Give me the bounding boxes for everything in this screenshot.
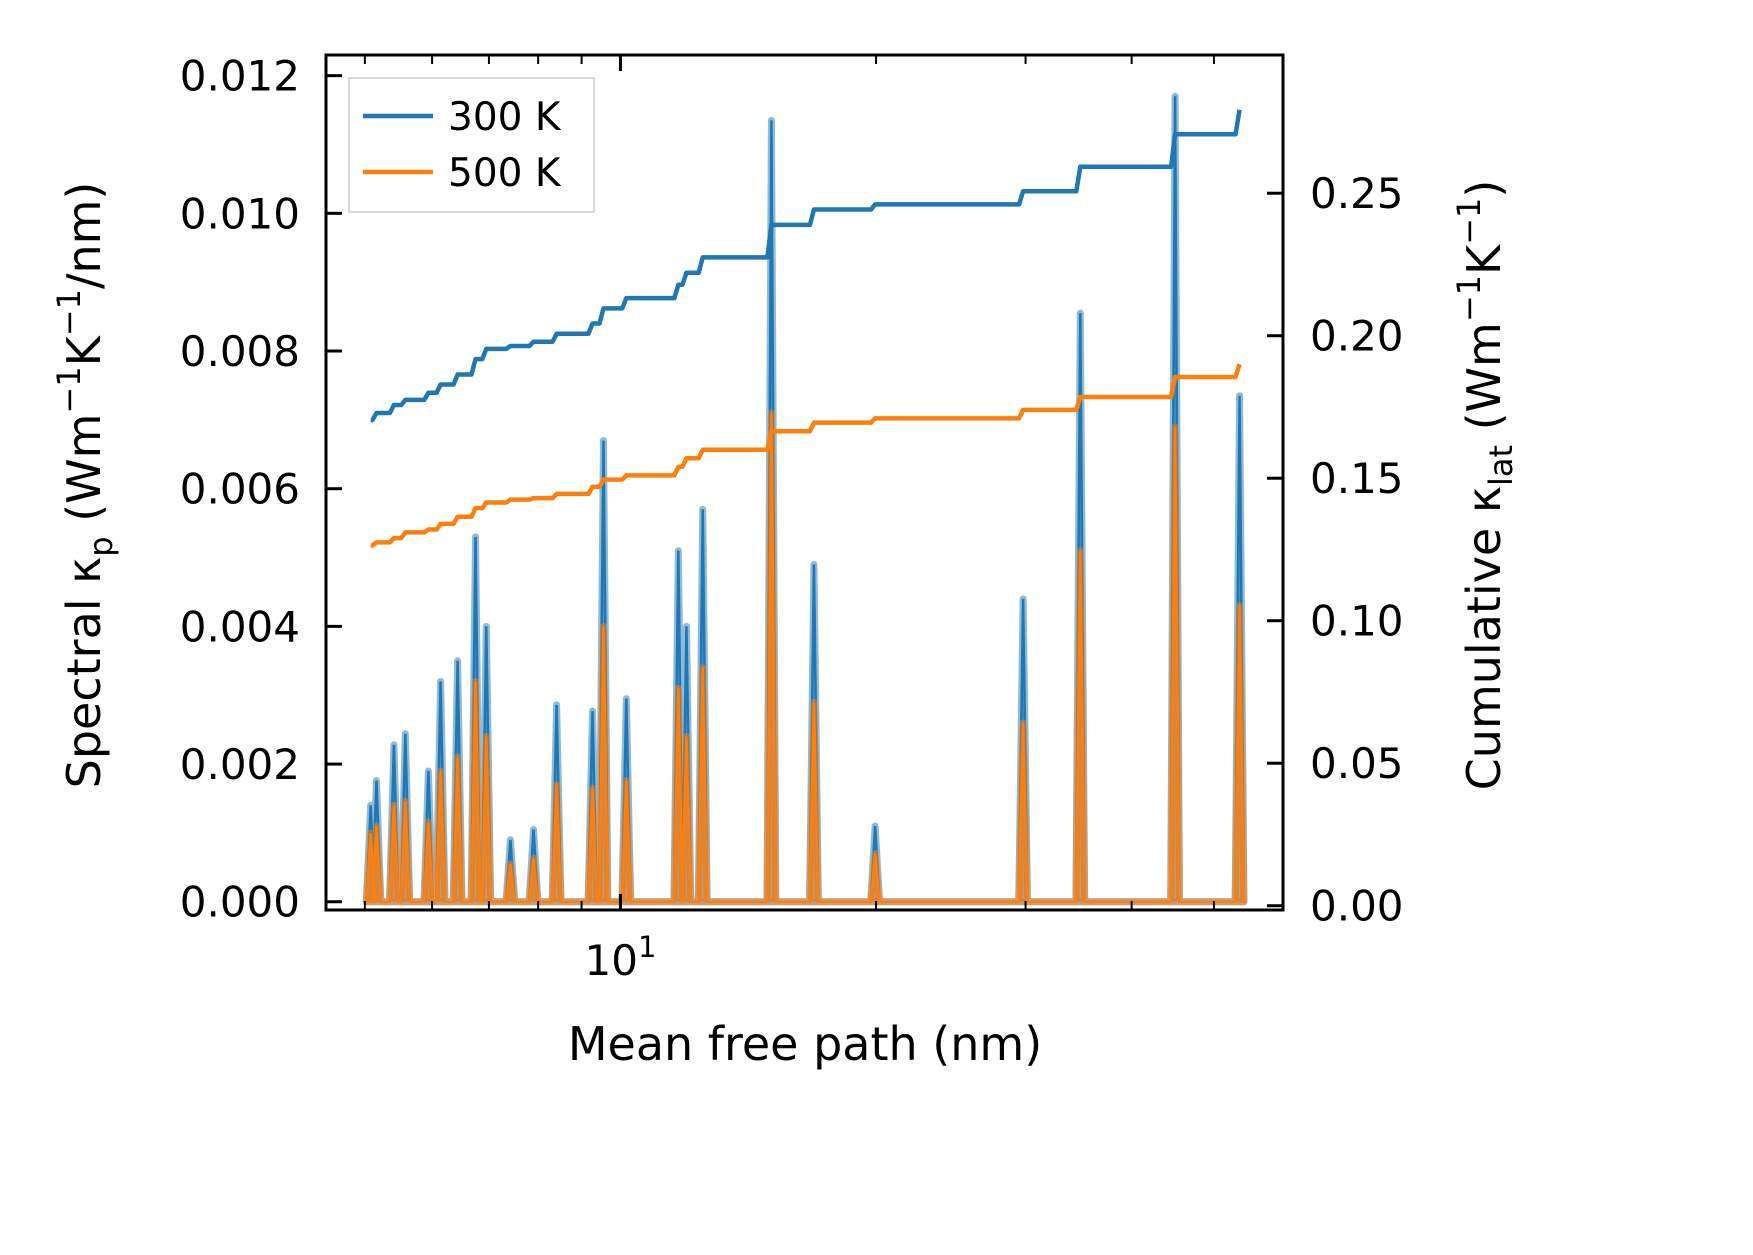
cumulative-line-300k xyxy=(370,109,1242,423)
legend-label-300k: 300 K xyxy=(448,95,562,140)
y-axis-label-right: Cumulative κlat​ (Wm−1​K−1​) xyxy=(1450,180,1520,791)
y-right-tick-label: 0.15 xyxy=(1310,454,1404,503)
y-left-tick-label: 0.006 xyxy=(180,465,300,514)
y-left-tick-label: 0.000 xyxy=(180,878,300,927)
y-axis-label-right-part: ) xyxy=(1457,180,1511,198)
x-tick-exponent: 1 xyxy=(638,930,656,964)
y-axis-label-left-part: /nm) xyxy=(57,182,111,289)
x-tick-base: 10 xyxy=(584,936,637,985)
y-right-tick-label: 0.05 xyxy=(1310,739,1404,788)
y-axis-label-left: Spectral κp​ (Wm−1​K−1​/nm) xyxy=(50,182,120,789)
spectral-area-300k xyxy=(362,92,1248,906)
y-right-tick-label: 0.20 xyxy=(1310,312,1404,361)
spectral-line-500k xyxy=(364,412,1246,903)
plot-frame xyxy=(324,53,1285,912)
legend: 300 K 500 K xyxy=(348,77,595,213)
y-axis-label-right-part: lat xyxy=(1482,445,1520,486)
y-axis-label-right-part: −1 xyxy=(1450,275,1488,322)
y-left-tick-label: 0.008 xyxy=(180,327,300,376)
plot-marks xyxy=(362,92,1248,906)
y-right-tick-label: 0.00 xyxy=(1310,882,1404,931)
y-axis-label-left-part: −1 xyxy=(50,366,88,413)
legend-box xyxy=(348,77,595,213)
cumulative-line-500k xyxy=(370,363,1242,548)
spectral-line-300k xyxy=(364,96,1246,903)
x-tick-label: 101 xyxy=(584,930,656,985)
y-axis-label-left-part: −1 xyxy=(50,289,88,336)
y-right-tick-label: 0.10 xyxy=(1310,597,1404,646)
y-left-tick-label: 0.004 xyxy=(180,602,300,651)
axes: 101 0.000 0.002 0.004 0.006 0.008 0.010 0.012 0.… xyxy=(50,52,1520,985)
y-axis-label-right-part: Cumulative κ xyxy=(1457,486,1511,790)
y-axis-label-right-part: (Wm xyxy=(1457,322,1511,445)
y-axis-label-right-part: K xyxy=(1457,243,1511,275)
y-axis-label-left-part: (Wm xyxy=(57,414,111,537)
y-axis-label-left-part: Spectral κ xyxy=(57,557,111,789)
legend-label-500k: 500 K xyxy=(448,151,562,196)
x-axis-label: Mean free path (nm) xyxy=(568,1017,1042,1071)
y-axis-label-right-part: −1 xyxy=(1450,198,1488,245)
y-right-tick-label: 0.25 xyxy=(1310,169,1404,218)
y-axis-label-left-part: p xyxy=(82,536,120,556)
y-axis-label-left-part: K xyxy=(57,334,111,366)
y-left-tick-label: 0.012 xyxy=(180,52,300,101)
y-left-tick-label: 0.002 xyxy=(180,740,300,789)
y-left-tick-label: 0.010 xyxy=(180,189,300,238)
spectral-area-500k xyxy=(362,409,1248,906)
